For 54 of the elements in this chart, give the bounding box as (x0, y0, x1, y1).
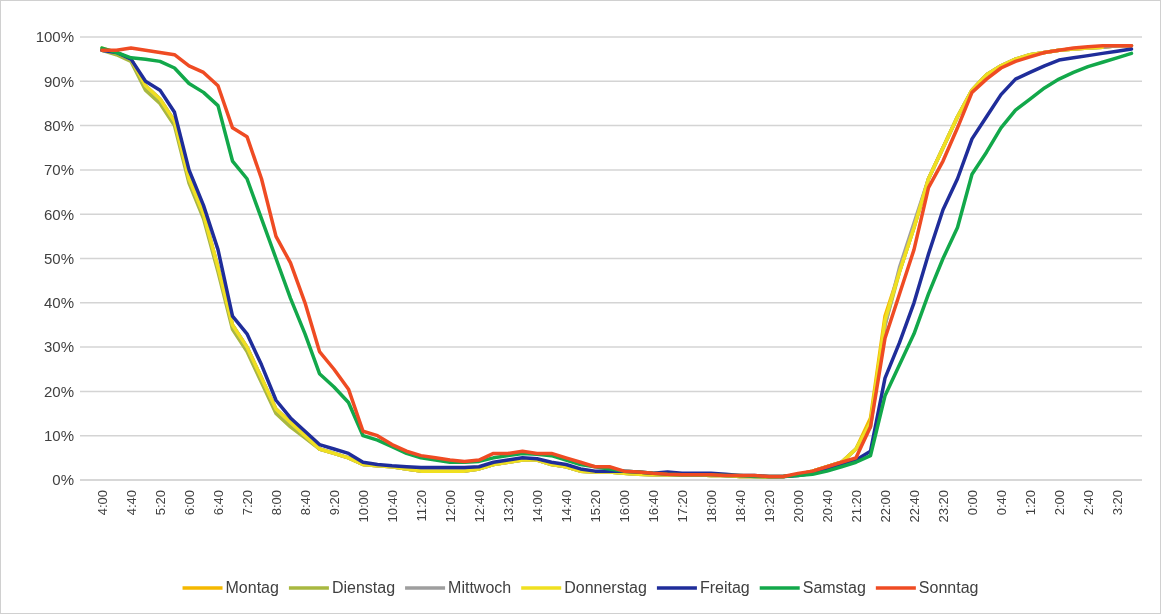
x-tick-label: 2:40 (1081, 490, 1097, 516)
x-tick-label: 1:20 (1023, 490, 1039, 516)
x-tick-label: 14:40 (559, 490, 575, 523)
x-tick-label: 9:20 (327, 490, 343, 516)
y-tick-label: 50% (43, 249, 74, 267)
legend-label: Donnerstag (564, 579, 647, 596)
x-tick-label: 12:40 (472, 490, 488, 523)
x-tick-label: 11:20 (414, 490, 430, 522)
x-tick-label: 23:20 (936, 490, 952, 523)
x-tick-label: 0:00 (965, 490, 981, 516)
y-tick-label: 100% (35, 28, 74, 46)
legend-label: Dienstag (331, 579, 396, 596)
y-tick-label: 30% (43, 338, 74, 356)
x-tick-label: 4:40 (124, 490, 140, 516)
x-tick-label: 13:20 (501, 490, 517, 523)
x-tick-label: 18:00 (704, 490, 720, 523)
y-tick-label: 0% (52, 471, 74, 489)
x-tick-label: 5:20 (153, 490, 169, 516)
y-tick-label: 20% (43, 382, 74, 400)
y-tick-label: 40% (43, 294, 74, 312)
x-tick-label: 6:40 (211, 490, 227, 516)
x-tick-label: 0:40 (994, 490, 1010, 516)
x-tick-label: 16:40 (646, 490, 662, 523)
y-tick-label: 10% (43, 427, 74, 444)
legend-label: Sonntag (918, 579, 979, 596)
x-tick-label: 4:00 (95, 490, 111, 516)
x-tick-label: 22:00 (878, 490, 894, 523)
y-tick-label: 60% (43, 205, 74, 223)
x-tick-label: 8:00 (269, 490, 285, 516)
x-tick-label: 14:00 (530, 490, 546, 523)
x-tick-label: 2:00 (1052, 490, 1068, 516)
x-tick-label: 3:20 (1110, 490, 1126, 516)
x-tick-label: 10:00 (356, 490, 372, 523)
x-tick-label: 17:20 (675, 490, 691, 523)
x-tick-label: 20:40 (820, 490, 836, 523)
x-tick-label: 10:40 (385, 490, 401, 523)
x-tick-label: 7:20 (240, 490, 256, 516)
x-tick-label: 21:20 (849, 490, 865, 523)
x-tick-label: 20:00 (791, 490, 807, 523)
legend-label: Freitag (699, 579, 750, 596)
x-tick-label: 6:00 (182, 490, 198, 516)
x-tick-label: 19:20 (762, 490, 778, 523)
legend-label: Mittwoch (448, 579, 512, 596)
y-tick-label: 70% (43, 161, 74, 179)
x-tick-label: 12:00 (443, 490, 459, 523)
y-tick-label: 90% (43, 72, 74, 90)
legend-label: Montag (225, 579, 279, 596)
x-tick-label: 15:20 (588, 490, 604, 523)
x-tick-label: 8:40 (298, 490, 314, 516)
x-tick-label: 18:40 (733, 490, 749, 523)
x-tick-label: 16:00 (617, 490, 633, 523)
x-tick-label: 22:40 (907, 490, 923, 523)
y-tick-label: 80% (43, 116, 74, 134)
legend-label: Samstag (802, 579, 866, 596)
